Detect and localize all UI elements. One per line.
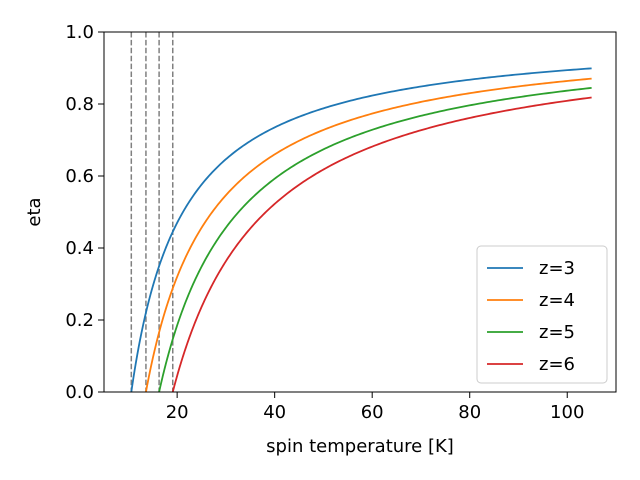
reference-lines — [130, 32, 174, 392]
x-tick-label: 40 — [263, 402, 286, 423]
y-tick-label: 0.4 — [65, 238, 94, 259]
legend: z=3 z=4 z=5 z=6 — [476, 245, 608, 384]
y-axis-ticks: 0.0 0.2 0.4 0.6 0.8 1.0 — [65, 22, 104, 403]
series-group — [130, 67, 592, 393]
y-tick-label: 0.2 — [65, 310, 94, 331]
series-line — [171, 96, 592, 393]
legend-label: z=3 — [539, 258, 575, 279]
x-axis-ticks: 20 40 60 80 100 — [166, 392, 584, 423]
series-line — [145, 77, 592, 393]
x-tick-label: 100 — [550, 402, 584, 423]
y-tick-label: 1.0 — [65, 22, 94, 43]
y-axis-label: eta — [24, 197, 45, 226]
y-tick-label: 0.6 — [65, 166, 94, 187]
series-line — [130, 67, 592, 393]
legend-label: z=5 — [539, 322, 575, 343]
x-tick-label: 80 — [458, 402, 481, 423]
legend-box — [476, 245, 608, 384]
axes-frame — [103, 31, 617, 393]
x-axis-label: spin temperature [K] — [266, 436, 454, 457]
series-line — [158, 86, 592, 393]
legend-label: z=4 — [539, 290, 575, 311]
x-tick-label: 60 — [361, 402, 384, 423]
x-tick-label: 20 — [166, 402, 189, 423]
y-tick-label: 0.8 — [65, 94, 94, 115]
y-tick-label: 0.0 — [65, 382, 94, 403]
legend-label: z=6 — [539, 354, 575, 375]
